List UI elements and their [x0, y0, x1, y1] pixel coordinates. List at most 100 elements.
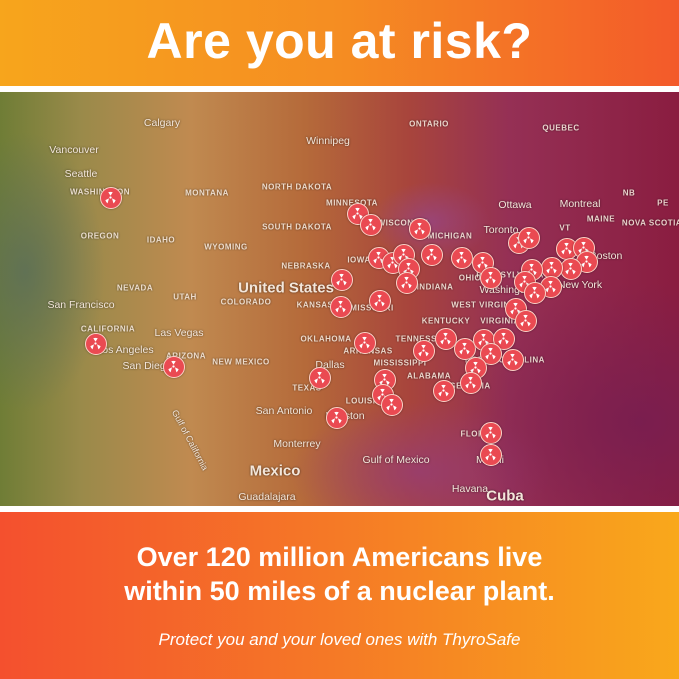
nuclear-plant-marker[interactable]: [381, 394, 403, 416]
map-label-quebec: QUEBEC: [542, 123, 580, 133]
map-label-virginia: VIRGINIA: [480, 316, 520, 326]
map-label-iowa: IOWA: [347, 255, 371, 265]
nuclear-plant-marker[interactable]: [409, 218, 431, 240]
map-label-montana: MONTANA: [185, 188, 229, 198]
map-label-nb: NB: [622, 188, 636, 198]
map-label-mississippi: MISSISSIPPI: [373, 358, 427, 368]
nuclear-plant-marker[interactable]: [480, 267, 502, 289]
radiation-icon: [478, 333, 489, 346]
radiation-icon: [578, 241, 589, 254]
map-label-oregon: OREGON: [80, 231, 120, 241]
map-label-oklahoma: OKLAHOMA: [300, 334, 352, 344]
map-label-mexico: Mexico: [249, 462, 301, 480]
title-banner: Are you at risk?: [0, 0, 679, 86]
map-label-texas: TEXAS: [292, 383, 322, 393]
map-label-west-virginia: WEST VIRGINIA: [451, 300, 519, 310]
radiation-icon: [485, 426, 496, 439]
radiation-icon: [438, 384, 449, 397]
radiation-icon: [314, 371, 325, 384]
nuclear-plant-marker[interactable]: [480, 343, 502, 365]
radiation-icon: [359, 336, 370, 349]
headline: Over 120 million Americans live within 5…: [0, 540, 679, 608]
nuclear-plant-marker[interactable]: [518, 227, 540, 249]
map-label-calgary: Calgary: [143, 117, 181, 129]
radiation-icon: [90, 337, 101, 350]
radiation-icon: [561, 242, 572, 255]
radiation-icon: [168, 360, 179, 373]
map-label-toronto: Toronto: [483, 224, 519, 236]
map-label-san-francisco: San Francisco: [47, 299, 115, 311]
radiation-icon: [401, 276, 412, 289]
nuclear-plant-marker[interactable]: [396, 272, 418, 294]
map-label-tennessee: TENNESSEE: [395, 334, 449, 344]
map-label-nevada: NEVADA: [116, 283, 154, 293]
radiation-icon: [529, 286, 540, 299]
page-title: Are you at risk?: [146, 13, 533, 69]
nuclear-plant-marker[interactable]: [100, 187, 122, 209]
nuclear-plant-marker[interactable]: [480, 444, 502, 466]
map-label-gulf-of-mexico: Gulf of Mexico: [362, 454, 430, 466]
nuclear-plant-marker[interactable]: [560, 258, 582, 280]
radiation-icon: [373, 251, 384, 264]
map-label-nebraska: NEBRASKA: [281, 261, 331, 271]
radiation-icon: [331, 411, 342, 424]
radiation-icon: [485, 347, 496, 360]
map-label-montreal: Montreal: [559, 198, 601, 210]
nuclear-plant-marker[interactable]: [524, 282, 546, 304]
map-label-minnesota: MINNESOTA: [326, 198, 378, 208]
map-label-united-states: United States: [238, 279, 334, 297]
headline-line-2: within 50 miles of a nuclear plant.: [124, 576, 555, 606]
map-label-san-diego: San Diego: [122, 360, 172, 372]
radiation-icon: [336, 273, 347, 286]
nuclear-plant-marker[interactable]: [331, 269, 353, 291]
map-label-vancouver: Vancouver: [49, 144, 99, 156]
radiation-icon: [418, 344, 429, 357]
map-label-kentucky: KENTUCKY: [421, 316, 471, 326]
nuclear-plant-marker[interactable]: [541, 257, 563, 279]
nuclear-plant-marker[interactable]: [330, 296, 352, 318]
map-label-ottawa: Ottawa: [498, 199, 532, 211]
nuclear-plant-marker[interactable]: [493, 328, 515, 350]
nuclear-plant-marker[interactable]: [451, 247, 473, 269]
nuclear-plant-marker[interactable]: [433, 380, 455, 402]
map-label-wisconsin: WISCONSIN: [377, 218, 429, 228]
nuclear-plant-marker[interactable]: [502, 349, 524, 371]
nuclear-plant-marker[interactable]: [460, 372, 482, 394]
map-label-arizona: ARIZONA: [166, 351, 206, 361]
nuclear-plant-marker[interactable]: [435, 328, 457, 350]
nuclear-plant-marker[interactable]: [421, 244, 443, 266]
nuclear-plant-marker[interactable]: [354, 332, 376, 354]
map-label-maine: MAINE: [586, 214, 616, 224]
map-label-new-york: New York: [557, 279, 603, 291]
radiation-icon: [456, 251, 467, 264]
map-label-seattle: Seattle: [64, 168, 98, 180]
radiation-icon: [365, 218, 376, 231]
map-label-pe: PE: [657, 198, 669, 208]
radiation-icon: [374, 294, 385, 307]
nuclear-plant-marker[interactable]: [326, 407, 348, 429]
nuclear-plant-marker[interactable]: [309, 367, 331, 389]
radiation-icon: [507, 353, 518, 366]
radiation-icon: [465, 376, 476, 389]
nuclear-plant-map: Calgary Winnipeg ONTARIO QUEBEC Vancouver Sea…: [0, 92, 679, 506]
nuclear-plant-marker[interactable]: [369, 290, 391, 312]
nuclear-plant-marker[interactable]: [163, 356, 185, 378]
radiation-icon: [485, 271, 496, 284]
radiation-icon: [379, 373, 390, 386]
nuclear-plant-marker[interactable]: [454, 338, 476, 360]
nuclear-plant-marker[interactable]: [413, 340, 435, 362]
radiation-icon: [485, 448, 496, 461]
radiation-icon: [403, 262, 414, 275]
map-label-guadalajara: Guadalajara: [238, 491, 296, 503]
nuclear-plant-marker[interactable]: [85, 333, 107, 355]
map-label-gulf-of-california: Gulf of California: [169, 408, 211, 472]
map-label-los-angeles: Los Angeles: [96, 344, 154, 356]
map-label-nova-scotia: NOVA SCOTIA: [621, 218, 679, 228]
map-label-wyoming: WYOMING: [204, 242, 248, 252]
map-label-washington: WASHINGTON: [70, 187, 130, 197]
radiation-icon: [398, 248, 409, 261]
nuclear-plant-marker[interactable]: [480, 422, 502, 444]
radiation-icon: [387, 256, 398, 269]
nuclear-plant-marker[interactable]: [515, 310, 537, 332]
nuclear-plant-marker[interactable]: [360, 214, 382, 236]
